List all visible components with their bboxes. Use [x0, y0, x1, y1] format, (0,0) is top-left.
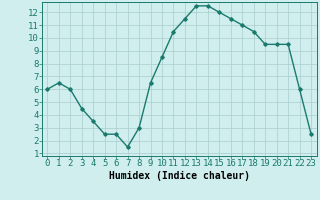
X-axis label: Humidex (Indice chaleur): Humidex (Indice chaleur) [109, 171, 250, 181]
